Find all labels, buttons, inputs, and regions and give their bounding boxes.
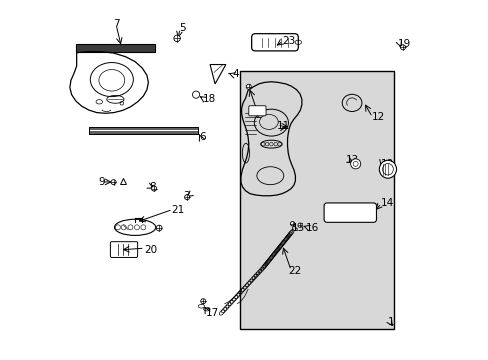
Ellipse shape [114, 219, 155, 235]
Text: 10: 10 [380, 159, 393, 169]
Text: 12: 12 [371, 112, 384, 122]
FancyBboxPatch shape [110, 242, 137, 257]
Bar [76, 44, 155, 52]
Text: 8: 8 [148, 182, 155, 192]
Text: 4: 4 [231, 69, 238, 79]
Text: 11: 11 [276, 121, 289, 131]
FancyBboxPatch shape [248, 106, 265, 116]
Text: 6: 6 [199, 132, 206, 142]
Bar [88, 127, 198, 134]
Text: 23: 23 [282, 36, 295, 46]
Text: 5: 5 [179, 23, 185, 33]
Circle shape [156, 225, 162, 231]
Text: 14: 14 [380, 198, 393, 208]
Text: 9: 9 [99, 177, 105, 187]
Text: 17: 17 [205, 308, 219, 318]
Text: 21: 21 [171, 206, 184, 216]
Text: 19: 19 [397, 39, 410, 49]
Text: 22: 22 [288, 266, 301, 276]
Circle shape [290, 222, 294, 226]
FancyBboxPatch shape [251, 34, 298, 51]
Circle shape [201, 299, 205, 304]
Text: 13: 13 [345, 155, 358, 165]
Text: 1: 1 [387, 317, 394, 327]
Text: 2: 2 [255, 111, 262, 121]
Text: 15: 15 [291, 224, 305, 233]
Circle shape [111, 180, 116, 185]
Text: 20: 20 [144, 245, 157, 255]
Text: 7: 7 [113, 19, 120, 29]
Circle shape [174, 35, 180, 41]
FancyBboxPatch shape [324, 203, 376, 222]
Circle shape [246, 84, 251, 89]
Text: 16: 16 [305, 224, 319, 233]
Text: 18: 18 [203, 94, 216, 104]
Ellipse shape [379, 160, 396, 178]
Circle shape [350, 159, 360, 169]
Circle shape [400, 45, 405, 50]
Circle shape [151, 186, 156, 191]
Text: 3: 3 [183, 191, 190, 201]
FancyBboxPatch shape [240, 71, 394, 329]
Circle shape [297, 223, 302, 227]
Circle shape [184, 195, 189, 200]
